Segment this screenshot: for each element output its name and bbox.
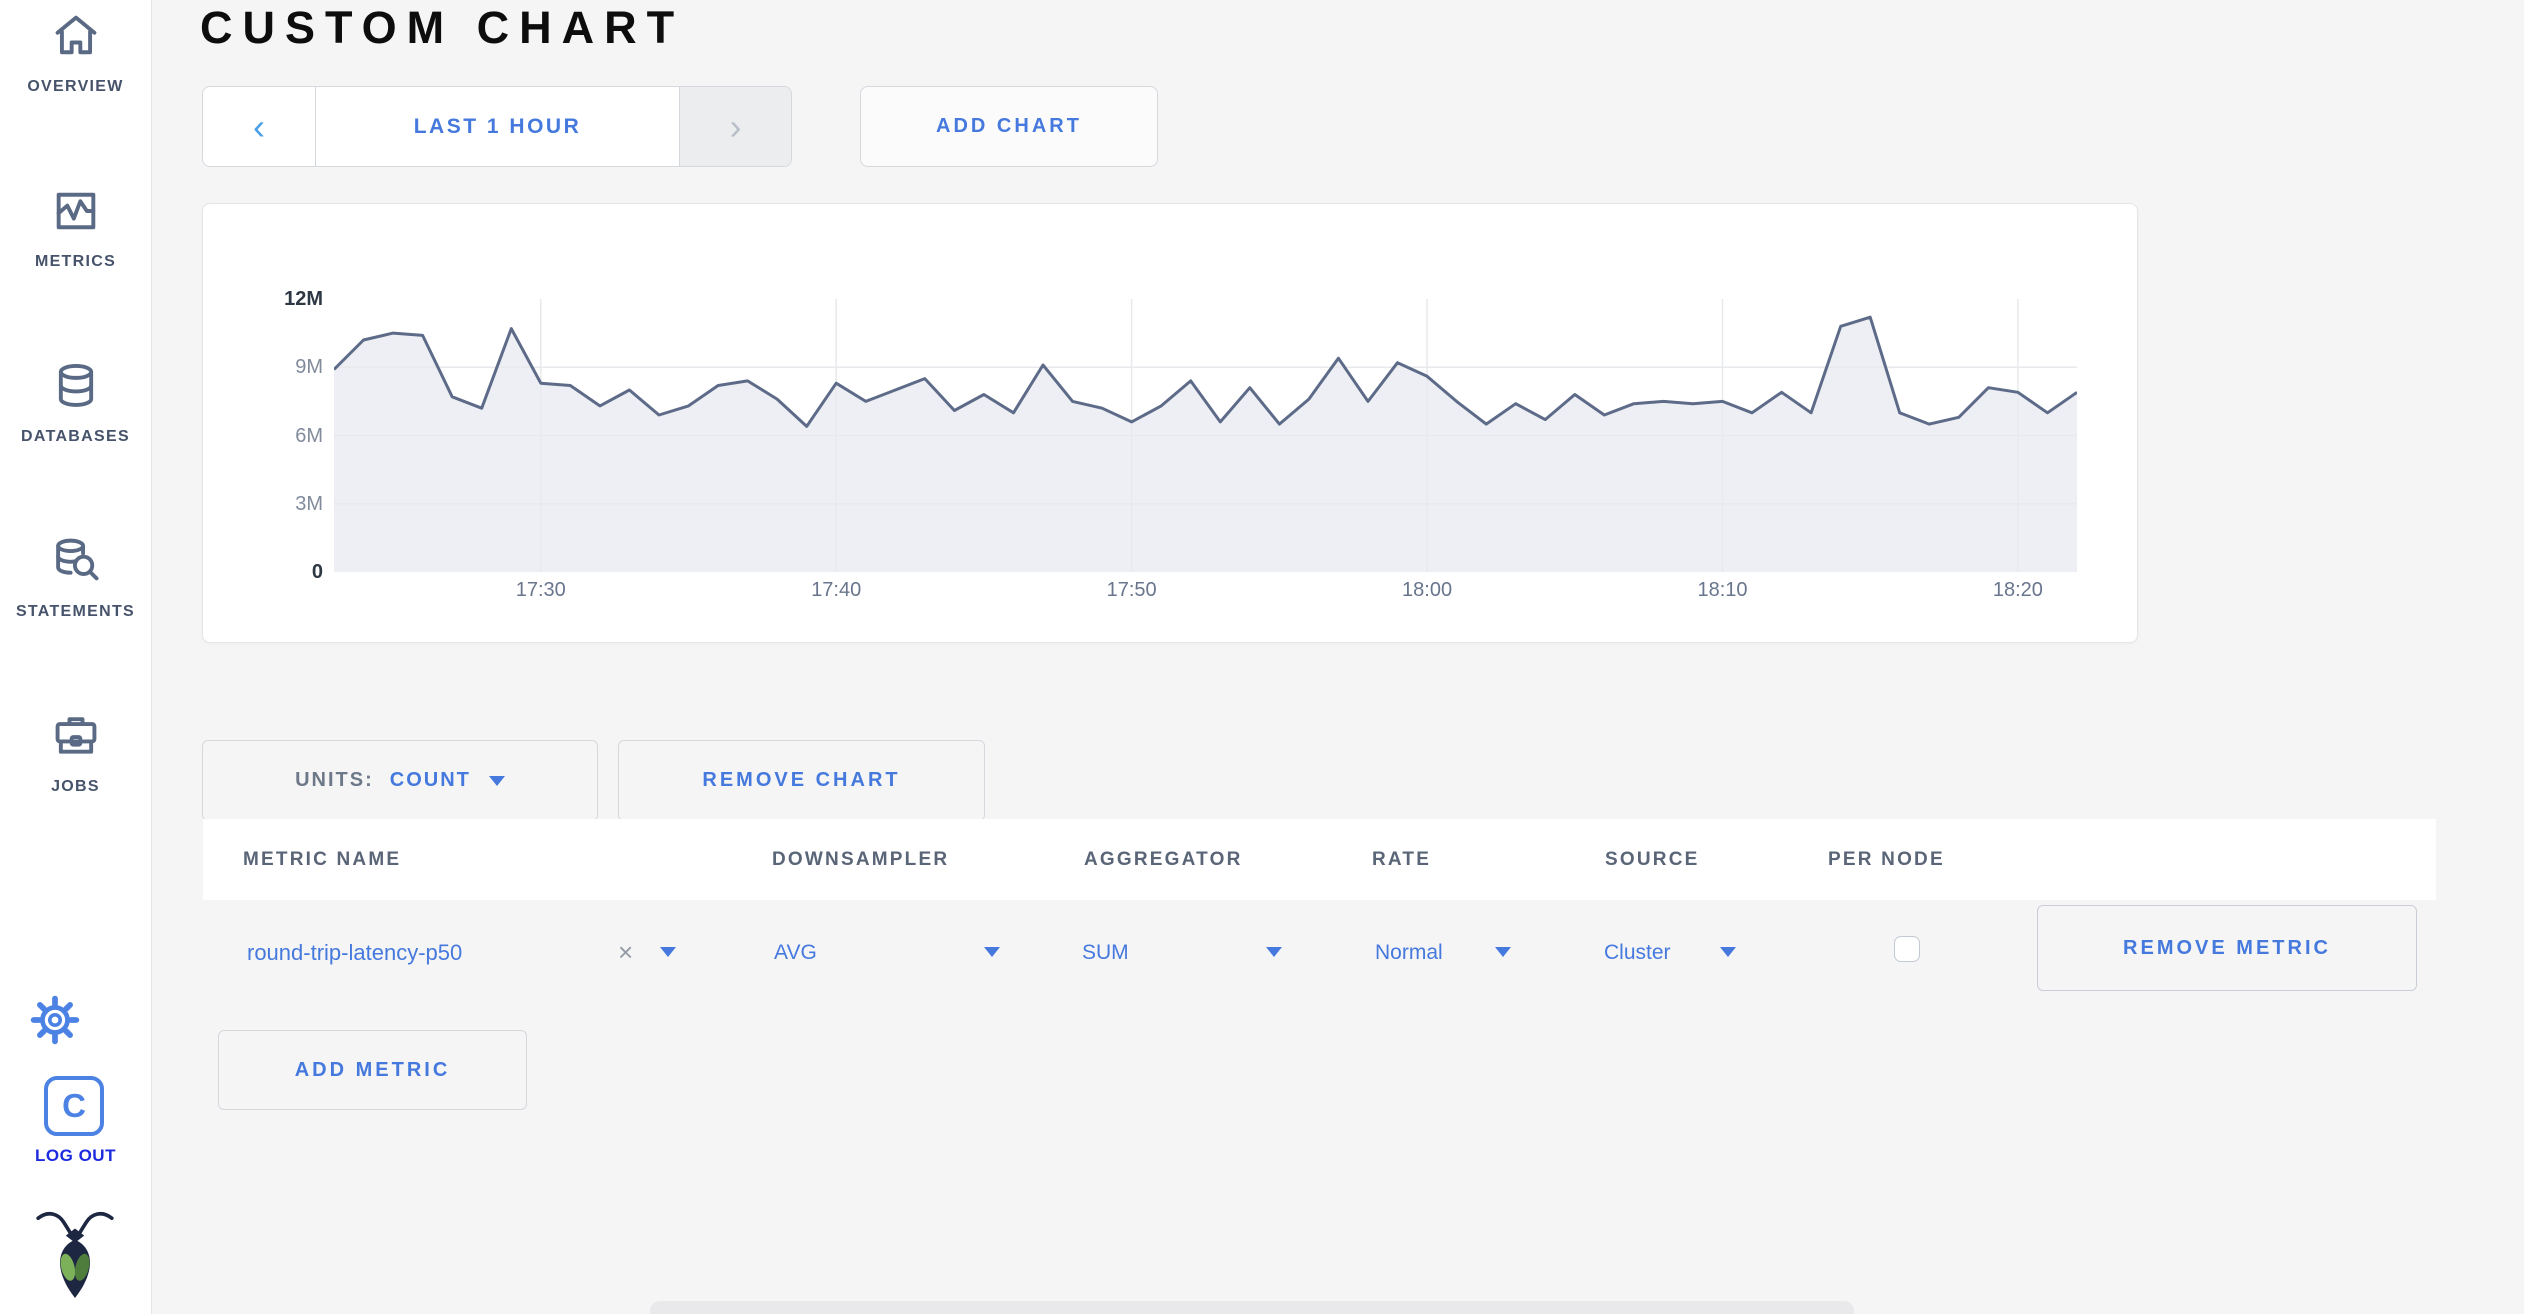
column-header-per-node: PER NODE — [1794, 819, 2064, 900]
column-header-aggregator: AGGREGATOR — [1052, 819, 1356, 900]
sidebar-item-statements[interactable]: STATEMENTS — [0, 533, 151, 673]
timeseries-plot — [334, 299, 2077, 572]
aggregator-dropdown[interactable]: SUM — [1082, 940, 1129, 964]
page-title: CUSTOM CHART — [200, 2, 685, 53]
database-icon — [50, 358, 102, 414]
column-header-source: SOURCE — [1565, 819, 1828, 900]
sidebar-item-label: STATEMENTS — [15, 603, 136, 620]
sidebar-item-label: DATABASES — [21, 428, 130, 445]
x-axis-tick-label: 18:10 — [1697, 579, 1748, 601]
timeseries-line — [334, 315, 2077, 428]
x-axis-tick-label: 18:20 — [1992, 579, 2043, 601]
sidebar: OVERVIEW METRICS DATABASES — [0, 0, 152, 1314]
caret-down-icon[interactable] — [984, 947, 1000, 957]
caret-down-icon[interactable] — [1720, 947, 1736, 957]
remove-metric-button[interactable]: REMOVE METRIC — [2037, 905, 2417, 991]
sidebar-item-jobs[interactable]: JOBS — [0, 708, 151, 848]
sidebar-item-label: OVERVIEW — [27, 78, 124, 95]
chevron-right-icon: › — [729, 105, 742, 147]
cockroach-c-logo[interactable]: C — [44, 1076, 104, 1136]
sidebar-item-label: METRICS — [34, 253, 117, 270]
time-range-dropdown[interactable]: LAST 1 HOUR — [413, 114, 582, 138]
column-header-actions — [2036, 819, 2436, 900]
x-axis-tick-label: 17:30 — [515, 579, 566, 601]
clear-metric-icon[interactable]: × — [618, 937, 634, 967]
area-fill — [334, 317, 2077, 572]
sidebar-item-label: JOBS — [51, 778, 100, 795]
metric-row: round-trip-latency-p50 × AVG SUM Normal … — [152, 900, 2524, 1005]
x-axis-tick-label: 18:00 — [1402, 579, 1453, 601]
home-icon — [50, 8, 102, 64]
units-value: COUNT — [389, 769, 471, 791]
column-header-rate: RATE — [1330, 819, 1601, 900]
source-dropdown[interactable]: Cluster — [1604, 940, 1671, 964]
y-axis-tick-label: 6M — [295, 424, 323, 447]
downsampler-dropdown[interactable]: AVG — [774, 940, 817, 964]
sidebar-item-metrics[interactable]: METRICS — [0, 183, 151, 323]
logo-letter: C — [62, 1087, 86, 1124]
add-chart-button[interactable]: ADD CHART — [860, 86, 1158, 167]
y-axis-tick-label: 3M — [295, 492, 323, 515]
column-header-metric-name: METRIC NAME — [203, 819, 765, 900]
time-range-next-button[interactable]: › — [679, 87, 791, 166]
caret-down-icon[interactable] — [660, 947, 676, 957]
time-range-selector: ‹ LAST 1 HOUR › — [202, 86, 792, 167]
units-label: UNITS: — [295, 769, 374, 791]
units-dropdown[interactable]: UNITS: COUNT — [202, 740, 598, 821]
y-axis-tick-label: 0 — [311, 561, 323, 583]
chart-card: 12M 9M 6M 3M 0 17:30 17:40 17:50 18:00 18:10 18:2… — [202, 203, 2138, 643]
caret-down-icon — [488, 775, 505, 786]
database-search-icon — [50, 533, 102, 589]
chevron-left-icon: ‹ — [253, 105, 265, 147]
gear-icon[interactable] — [30, 995, 80, 1045]
x-axis-tick-label: 17:40 — [811, 579, 862, 601]
main-content: CUSTOM CHART ‹ LAST 1 HOUR › ADD CHART 1… — [152, 0, 2524, 1314]
x-axis-tick-label: 17:50 — [1106, 579, 1157, 601]
time-range-prev-button[interactable]: ‹ — [203, 87, 316, 166]
per-node-checkbox[interactable] — [1894, 936, 1920, 962]
cockroach-bug-icon — [27, 1208, 123, 1300]
sidebar-item-overview[interactable]: OVERVIEW — [0, 8, 151, 148]
caret-down-icon[interactable] — [1266, 947, 1282, 957]
bottom-scrollbar[interactable] — [650, 1301, 1854, 1314]
add-metric-button[interactable]: ADD METRIC — [218, 1030, 527, 1110]
metric-name-dropdown[interactable]: round-trip-latency-p50 — [247, 939, 463, 965]
y-axis-tick-label: 9M — [295, 356, 323, 379]
logout-link[interactable]: LOG OUT — [35, 1146, 116, 1165]
sidebar-item-databases[interactable]: DATABASES — [0, 358, 151, 498]
remove-chart-button[interactable]: REMOVE CHART — [618, 740, 985, 821]
y-axis-tick-label: 12M — [284, 288, 323, 310]
briefcase-icon — [50, 708, 102, 764]
caret-down-icon[interactable] — [1495, 947, 1511, 957]
rate-dropdown[interactable]: Normal — [1375, 940, 1443, 964]
column-header-downsampler: DOWNSAMPLER — [731, 819, 1087, 900]
metrics-graph-icon — [50, 183, 102, 239]
